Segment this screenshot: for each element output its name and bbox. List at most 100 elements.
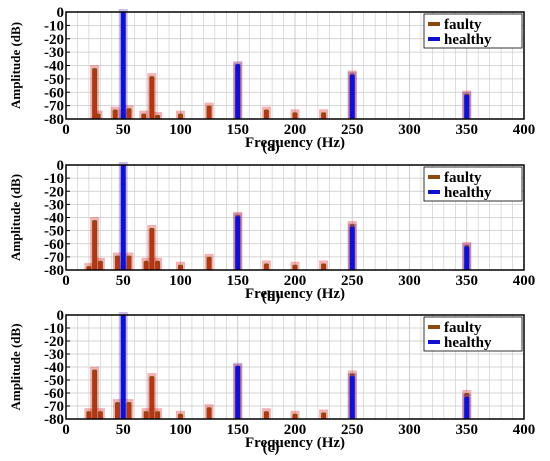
y-tick-label: -30	[44, 197, 64, 213]
y-tick-label: 0	[57, 308, 65, 324]
x-tick-label: 100	[169, 273, 192, 289]
y-tick-label: -30	[44, 347, 64, 363]
y-tick-label: -60	[44, 386, 64, 402]
faulty-bar	[139, 110, 149, 119]
faulty-bar	[84, 408, 94, 419]
faulty-bar	[261, 260, 271, 270]
y-axis-label: Amplitude (dB)	[8, 323, 23, 410]
x-axis-label: Frequency (Hz)	[245, 286, 345, 302]
x-tick-label: 350	[456, 273, 479, 289]
faulty-bar	[93, 110, 103, 119]
x-tick-label: 350	[456, 422, 479, 438]
legend-label-faulty: faulty	[444, 170, 482, 186]
chart-panel: 0-10-20-30-40-50-60-70-800 50 100 150 200 250…	[8, 5, 535, 155]
x-tick-label: 150	[227, 273, 250, 289]
legend-box	[423, 13, 523, 49]
y-tick-label: -70	[44, 399, 64, 415]
y-tick-label: -50	[44, 373, 64, 389]
faulty-bar	[124, 252, 134, 270]
healthy-bar-body	[235, 64, 241, 119]
faulty-bar-core	[150, 78, 154, 119]
legend-box	[423, 316, 523, 352]
faulty-bar	[261, 408, 271, 419]
x-tick-label: 0	[62, 122, 70, 138]
y-tick-label: -10	[44, 171, 64, 187]
faulty-bar-core	[150, 378, 154, 419]
faulty-bar-core	[116, 257, 120, 270]
faulty-bar-core	[127, 110, 131, 119]
faulty-bar-core	[144, 413, 148, 419]
panel-label: (b)	[262, 289, 280, 305]
healthy-bar-body	[235, 365, 241, 419]
faulty-bar-core	[264, 413, 268, 419]
healthy-bar	[118, 162, 128, 270]
faulty-bar	[95, 257, 105, 270]
panel-label: (a)	[262, 139, 280, 155]
legend-box	[423, 166, 523, 202]
faulty-bar	[290, 410, 300, 419]
legend-label-healthy: healthy	[444, 185, 492, 201]
y-tick-label: -10	[44, 18, 64, 34]
y-tick-label: -50	[44, 224, 64, 240]
y-tick-label: -60	[44, 237, 64, 253]
faulty-bar	[153, 111, 163, 119]
y-tick-label: -70	[44, 99, 64, 115]
healthy-bar-body	[349, 74, 355, 119]
x-tick-label: 200	[284, 122, 307, 138]
x-tick-label: 50	[116, 122, 131, 138]
faulty-bar	[84, 263, 94, 270]
y-tick-label: 0	[57, 158, 65, 174]
x-tick-label: 400	[513, 422, 536, 438]
x-tick-label: 50	[116, 422, 131, 438]
faulty-bar-core	[127, 257, 131, 270]
healthy-bar-body	[235, 216, 241, 270]
y-tick-label: -70	[44, 250, 64, 266]
faulty-bar-core	[98, 413, 102, 419]
x-tick-label: 250	[341, 122, 364, 138]
faulty-bar-core	[113, 111, 117, 119]
faulty-bar	[124, 399, 134, 419]
healthy-bar	[118, 9, 128, 119]
x-tick-label: 0	[62, 422, 70, 438]
faulty-bar	[261, 106, 271, 119]
faulty-bar-core	[179, 415, 182, 419]
faulty-bar-core	[87, 268, 91, 270]
faulty-bar	[90, 65, 100, 119]
faulty-bar-core	[207, 107, 211, 119]
faulty-bar	[204, 102, 214, 119]
faulty-bar	[110, 106, 120, 119]
healthy-bar-body	[120, 165, 126, 270]
faulty-bar-core	[142, 115, 146, 119]
faulty-bar	[290, 109, 300, 119]
x-tick-label: 400	[513, 122, 536, 138]
y-tick-label: -20	[44, 184, 64, 200]
faulty-bar-core	[87, 413, 91, 419]
x-axis-label: Frequency (Hz)	[245, 135, 345, 151]
healthy-bar	[462, 393, 472, 419]
faulty-bar-core	[156, 262, 160, 270]
faulty-bar	[204, 253, 214, 270]
x-tick-label: 250	[341, 273, 364, 289]
faulty-bar	[204, 404, 214, 419]
faulty-bar-core	[293, 114, 297, 119]
legend-label-faulty: faulty	[444, 17, 482, 33]
x-tick-label: 100	[169, 422, 192, 438]
y-tick-label: -40	[44, 59, 64, 75]
y-axis-label: Amplitude (dB)	[8, 22, 23, 109]
faulty-bar-core	[93, 70, 97, 119]
faulty-bar-core	[293, 266, 297, 270]
legend-label-faulty: faulty	[444, 320, 482, 336]
faulty-bar	[147, 373, 157, 419]
faulty-bar	[153, 408, 163, 419]
x-tick-label: 150	[227, 422, 250, 438]
healthy-bar	[233, 61, 243, 119]
faulty-bar	[141, 257, 151, 270]
faulty-bar	[141, 408, 151, 419]
x-tick-label: 400	[513, 273, 536, 289]
y-tick-label: -20	[44, 334, 64, 350]
x-axis-label: Frequency (Hz)	[245, 435, 345, 451]
y-axis-label: Amplitude (dB)	[8, 174, 23, 261]
x-tick-label: 300	[398, 273, 421, 289]
